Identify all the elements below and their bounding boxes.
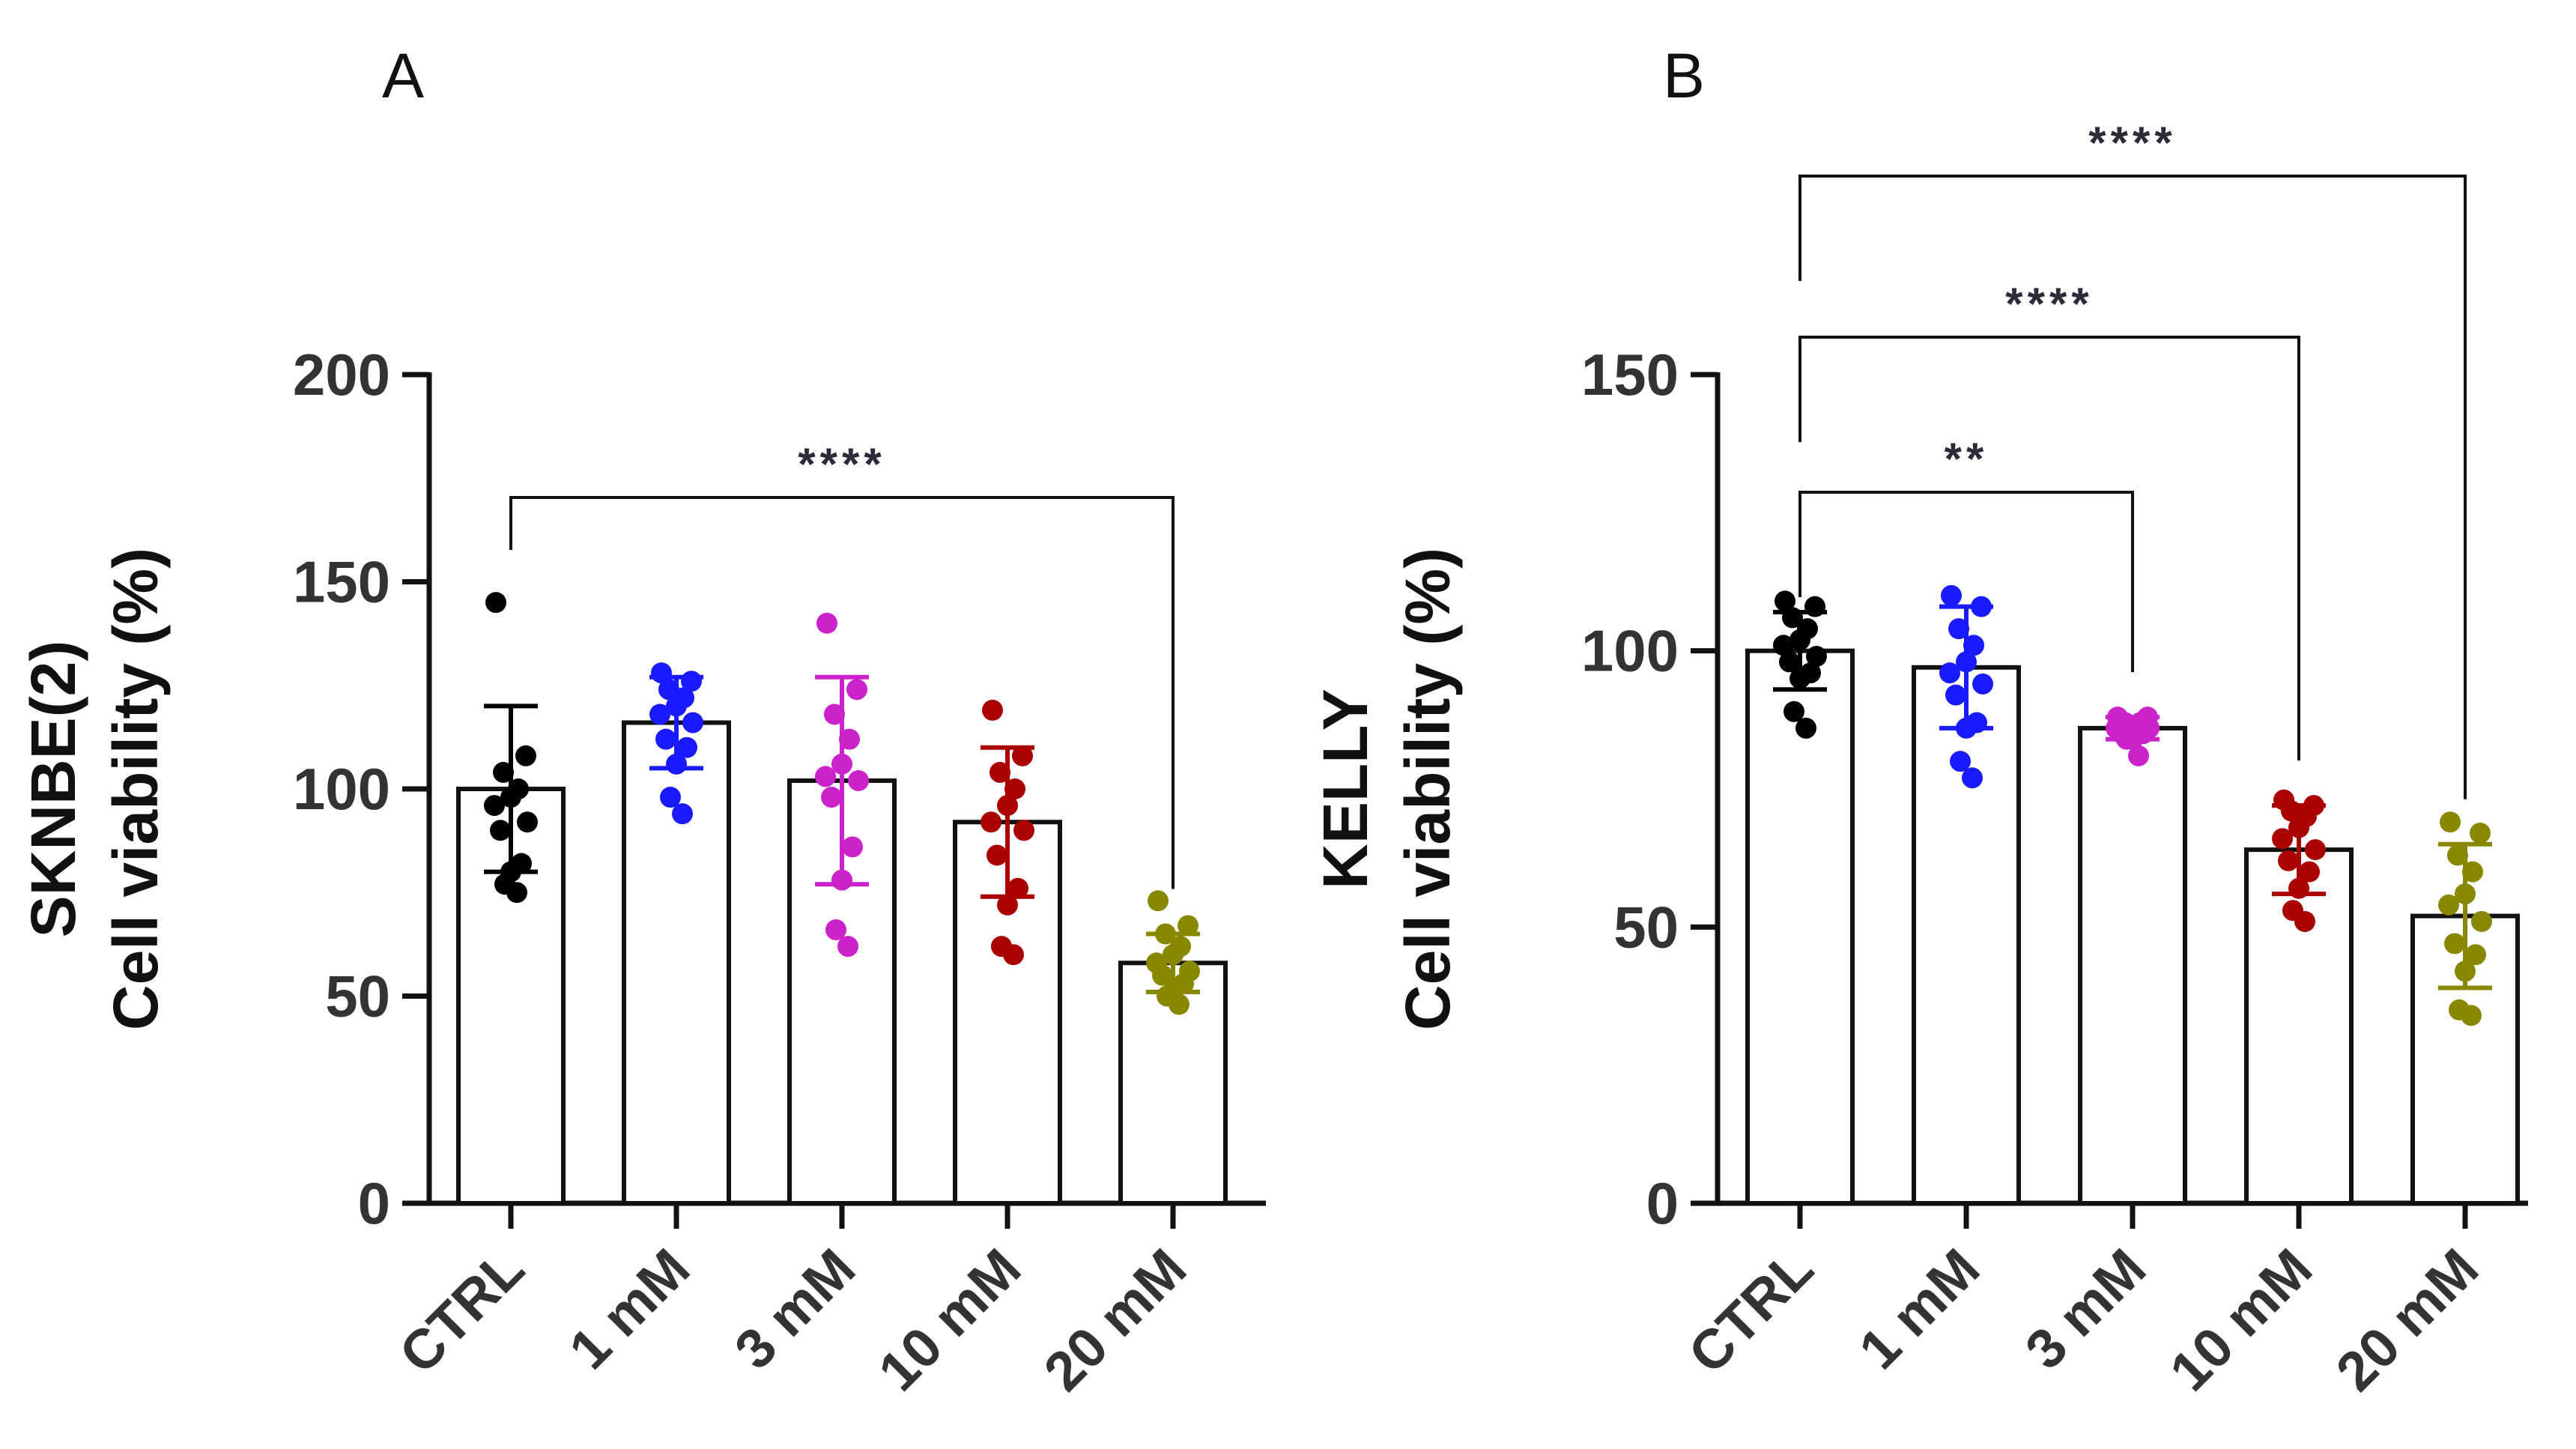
significance-bracket [509, 496, 1175, 889]
significance-label: **** [798, 439, 885, 489]
y-axis-title-line: Cell viability (%) [100, 548, 171, 1030]
data-point [2278, 850, 2299, 871]
data-point [825, 919, 846, 941]
data-point [987, 844, 1007, 866]
x-tick-label: 20 mM [1032, 1237, 1198, 1403]
y-tick-label: 150 [293, 549, 390, 615]
y-axis-title-line: SKNBE(2) [18, 641, 88, 938]
y-axis-title-line: KELLY [1310, 689, 1381, 889]
data-point [846, 679, 867, 701]
data-point [2272, 828, 2293, 850]
bar [2078, 725, 2187, 1206]
data-point [1003, 944, 1024, 966]
x-tick-label: CTRL [1676, 1237, 1825, 1385]
data-point [1007, 877, 1028, 899]
data-point [506, 882, 527, 904]
data-point [2444, 933, 2465, 955]
x-tick-label: 1 mM [557, 1237, 701, 1381]
y-tick-label: 50 [1613, 894, 1679, 960]
data-point [1773, 635, 1794, 656]
data-point [1169, 993, 1189, 1015]
y-tick-label: 100 [1581, 618, 1679, 684]
y-axis-title-line: Cell viability (%) [1392, 548, 1463, 1030]
data-point [1939, 662, 1960, 684]
data-point [2305, 839, 2326, 861]
data-point [2438, 894, 2459, 916]
y-tick-label: 100 [293, 756, 390, 822]
data-point [517, 811, 538, 833]
data-point [842, 836, 863, 858]
x-tick-label: 3 mM [2013, 1237, 2157, 1381]
data-point [655, 728, 676, 750]
data-point [1962, 767, 1983, 789]
data-point [2461, 1005, 2482, 1026]
data-point [815, 766, 836, 787]
data-point [1806, 646, 1827, 668]
data-point [1795, 717, 1816, 739]
panel-letter: A [382, 40, 424, 111]
data-point [515, 745, 536, 766]
data-point [1012, 745, 1033, 766]
data-point [649, 704, 670, 725]
data-point [1779, 651, 1800, 673]
data-point [1152, 964, 1173, 986]
significance-label: **** [2088, 118, 2176, 168]
data-point [2299, 861, 2320, 883]
data-point [484, 795, 505, 817]
data-point [2471, 910, 2492, 932]
data-point [1178, 915, 1198, 937]
data-point [682, 712, 703, 733]
significance-bracket [1798, 175, 2467, 799]
data-point [816, 612, 837, 634]
data-point [1783, 701, 1804, 722]
data-point [676, 736, 697, 758]
x-tick-label: CTRL [387, 1237, 536, 1385]
significance-bracket [1798, 491, 2134, 673]
data-point [1775, 590, 1795, 612]
y-tick-label: 0 [1646, 1170, 1679, 1236]
panel-a: A 0 50 100 150 200 SKNBE(2) Cell viability (%) C… [18, 40, 1266, 1403]
data-point [2465, 944, 2486, 966]
significance-bracket [1798, 336, 2300, 761]
y-tick-label: 150 [1581, 342, 1679, 408]
panel-letter: B [1663, 40, 1705, 111]
data-point [1972, 673, 1993, 695]
data-point [982, 699, 1003, 721]
data-point [821, 787, 842, 808]
data-point [672, 803, 693, 825]
panel-b: B 0 50 100 150 KELLY Cell viability (%) CTRL 1 m… [1310, 40, 2528, 1403]
significance-label: ** [1945, 434, 1989, 484]
significance-label: **** [2005, 279, 2093, 329]
y-tick-label: 50 [325, 964, 390, 1029]
data-point [1941, 584, 1962, 606]
data-point [1950, 751, 1971, 772]
y-tick-label: 0 [358, 1170, 390, 1236]
data-point [2470, 822, 2491, 844]
bar [2410, 913, 2520, 1206]
data-point [1945, 684, 1966, 706]
bar [1912, 665, 2021, 1206]
data-point [848, 769, 869, 791]
data-point [1013, 820, 1034, 841]
data-point [981, 811, 1001, 833]
data-point [490, 820, 511, 841]
y-tick-label: 200 [293, 342, 390, 408]
x-tick-label: 20 mM [2324, 1237, 2491, 1403]
x-tick-label: 10 mM [2158, 1237, 2324, 1403]
data-point [485, 592, 506, 614]
data-point [837, 936, 858, 958]
data-point [2440, 811, 2461, 833]
data-point [997, 894, 1018, 916]
x-tick-label: 1 mM [1847, 1237, 1991, 1381]
x-tick-label: 3 mM [723, 1237, 867, 1381]
data-point [660, 787, 681, 808]
data-point [2128, 745, 2149, 766]
data-point [2294, 910, 2315, 932]
x-tick-label: 10 mM [867, 1237, 1033, 1403]
data-point [1148, 890, 1169, 912]
